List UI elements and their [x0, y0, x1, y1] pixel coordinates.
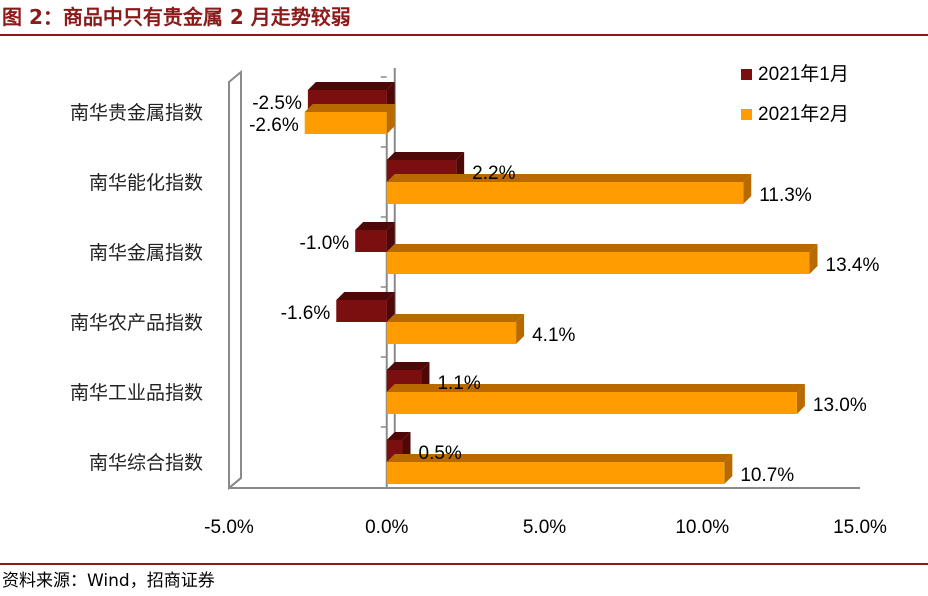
bar-feb-top	[386, 384, 805, 392]
data-label-jan: 1.1%	[437, 373, 480, 394]
data-label-feb: 13.4%	[826, 255, 880, 276]
data-label-feb: -2.6%	[249, 115, 299, 136]
bar-feb-front	[386, 462, 725, 484]
bar-jan-top	[386, 362, 430, 370]
x-tick-label: -5.0%	[204, 517, 254, 538]
source-note: 资料来源：Wind，招商证券	[2, 571, 215, 591]
bars	[304, 82, 818, 484]
data-label-jan: -1.0%	[300, 233, 350, 254]
bar-feb	[386, 454, 733, 484]
x-tick-label: 0.0%	[365, 517, 408, 538]
category-label: 南华能化指数	[89, 172, 203, 194]
bar-feb-top	[386, 314, 525, 322]
bar-chart: 南华贵金属指数南华能化指数南华金属指数南华农产品指数南华工业品指数南华综合指数 …	[70, 63, 887, 538]
bar-feb-side	[796, 384, 805, 414]
bar-feb-top	[386, 244, 818, 252]
bar-feb-front	[386, 392, 797, 414]
data-label-jan: -1.6%	[281, 303, 331, 324]
bar-feb-side	[386, 104, 395, 134]
category-label: 南华贵金属指数	[70, 102, 203, 124]
bar-jan-top	[386, 432, 411, 440]
bar-feb-top	[304, 104, 395, 112]
x-tick-label: 15.0%	[833, 517, 887, 538]
bar-feb	[304, 104, 395, 134]
bar-feb-side	[809, 244, 818, 274]
data-label-feb: 10.7%	[740, 465, 794, 486]
legend-swatch	[741, 69, 752, 80]
bar-jan-front	[355, 230, 387, 252]
bar-jan	[355, 222, 395, 252]
data-label-feb: 11.3%	[759, 185, 812, 206]
bar-jan	[336, 292, 395, 322]
figure-title: 图 2：商品中只有贵金属 2 月走势较弱	[2, 5, 351, 29]
data-label-feb: 4.1%	[532, 325, 575, 346]
bar-feb	[386, 174, 752, 204]
data-label-jan: 0.5%	[419, 443, 462, 464]
x-tick-label: 5.0%	[523, 517, 566, 538]
x-axis-ticks: -5.0% 0.0% 5.0% 10.0% 15.0%	[204, 517, 887, 538]
bar-feb-side	[724, 454, 733, 484]
bar-jan-top	[355, 222, 395, 230]
x-tick-label: 10.0%	[675, 517, 729, 538]
title-divider	[0, 34, 928, 36]
bar-feb-side	[516, 314, 525, 344]
source-divider	[0, 563, 928, 565]
bar-feb-front	[386, 182, 744, 204]
left-wall	[228, 69, 242, 491]
legend-label: 2021年1月	[758, 63, 849, 85]
data-label-jan: 2.2%	[472, 163, 515, 184]
legend-swatch	[741, 109, 752, 120]
category-label: 南华金属指数	[89, 242, 203, 264]
bar-jan-front	[336, 300, 387, 322]
floor-edge	[228, 477, 242, 489]
bar-feb	[386, 384, 805, 414]
bar-feb-side	[743, 174, 752, 204]
bar-feb	[386, 314, 525, 344]
category-label: 南华农产品指数	[70, 312, 203, 334]
legend-label: 2021年2月	[758, 103, 849, 125]
bar-feb	[386, 244, 818, 274]
bar-feb-front	[304, 112, 387, 134]
bar-jan-side	[386, 292, 395, 322]
bar-feb-top	[386, 174, 752, 182]
bar-feb-front	[386, 252, 810, 274]
legend: 2021年1月 2021年2月	[741, 63, 849, 125]
data-label-feb: 13.0%	[813, 395, 867, 416]
bar-jan-top	[386, 152, 465, 160]
data-labels: -2.5%-2.6% 2.2% 11.3% -1.0% 13.4% -1.6% 4.1% 1.…	[249, 93, 879, 486]
category-label: 南华综合指数	[89, 452, 203, 474]
bar-feb-top	[386, 454, 733, 462]
bar-feb-front	[386, 322, 517, 344]
bar-jan-top	[307, 82, 395, 90]
bar-jan-top	[336, 292, 395, 300]
data-label-jan: -2.5%	[252, 93, 302, 114]
category-label: 南华工业品指数	[70, 382, 203, 404]
bar-jan-side	[386, 222, 395, 252]
